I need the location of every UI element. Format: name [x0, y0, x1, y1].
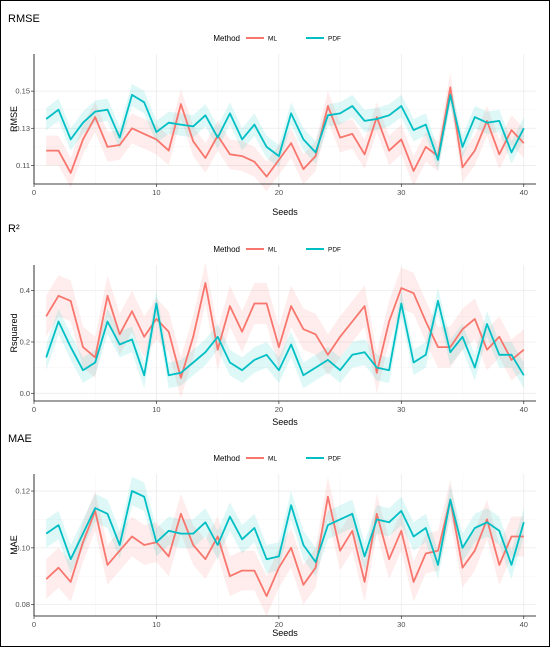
legend-label-pdf: PDF — [328, 456, 341, 463]
series-line-ml — [46, 86, 525, 178]
y-tick-label: 0.15 — [15, 87, 30, 96]
x-tick-label: 30 — [397, 188, 405, 197]
legend: Method ML PDF — [213, 245, 341, 254]
x-axis-title: Seeds — [272, 417, 298, 427]
y-tick-label: 0.12 — [15, 487, 30, 496]
x-tick-label: 10 — [152, 188, 160, 197]
x-tick-label: 20 — [275, 405, 283, 414]
x-axis-title: Seeds — [272, 628, 298, 638]
series-line-pdf — [45, 490, 525, 566]
ribbon-pdf — [46, 83, 524, 171]
y-axis-title: Rsquared — [9, 313, 19, 352]
gridlines — [33, 474, 536, 616]
series-line-ml — [45, 495, 524, 597]
x-tick-label: 0 — [32, 405, 36, 414]
y-tick-label: 0.08 — [15, 600, 30, 609]
x-tick-label: 40 — [520, 188, 528, 197]
x-tick-label: 10 — [152, 620, 160, 629]
legend: Method ML PDF — [213, 34, 341, 43]
y-axis-title: RMSE — [9, 106, 19, 132]
series-line-pdf — [45, 94, 525, 161]
legend-label-ml: ML — [268, 247, 277, 254]
y-tick-label: 0.0 — [20, 389, 30, 398]
x-tick-label: 20 — [275, 188, 283, 197]
x-tick-label: 20 — [275, 620, 283, 629]
x-axis-title: Seeds — [272, 207, 298, 217]
panel-title: R² — [8, 223, 20, 235]
chart-panel-2: MAE Method ML PDF 0 10 20 30 40 0.08 0.10 0.12 Seeds… — [8, 433, 536, 638]
x-tick-label: 30 — [397, 405, 405, 414]
panel-title: MAE — [8, 433, 32, 445]
y-tick-label: 0.2 — [20, 337, 30, 346]
legend: Method ML PDF — [213, 454, 341, 463]
y-tick-label: 0.10 — [15, 543, 30, 552]
x-tick-label: 0 — [32, 620, 36, 629]
series-line-ml — [45, 282, 525, 379]
ribbon-pdf — [46, 288, 524, 389]
series-line-pdf — [45, 299, 525, 377]
panel-title: RMSE — [8, 13, 40, 25]
chart-panel-1: R² Method ML PDF 0 10 20 30 40 0.0 0.2 0.4 Seeds Rsqu… — [8, 223, 536, 427]
x-tick-label: 40 — [520, 405, 528, 414]
ribbon-ml — [46, 476, 524, 616]
legend-label-pdf: PDF — [328, 36, 341, 43]
legend-label-pdf: PDF — [328, 247, 341, 254]
y-tick-label: 0.11 — [16, 161, 30, 170]
legend-label-ml: ML — [268, 36, 277, 43]
x-tick-label: 10 — [152, 405, 160, 414]
chart-panel-0: RMSE Method ML PDF 0 10 20 30 40 0.11 0.13 0.15 Seed… — [8, 13, 536, 217]
x-tick-label: 0 — [32, 188, 36, 197]
x-tick-label: 30 — [397, 620, 405, 629]
ribbon-ml — [46, 262, 524, 399]
x-tick-label: 40 — [520, 620, 528, 629]
y-tick-label: 0.4 — [20, 286, 30, 295]
ribbon-ml — [46, 72, 524, 192]
y-axis-title: MAE — [9, 535, 19, 555]
legend-title: Method — [213, 34, 240, 43]
legend-title: Method — [213, 245, 240, 254]
y-tick-label: 0.13 — [15, 124, 30, 133]
legend-label-ml: ML — [268, 456, 277, 463]
legend-title: Method — [213, 454, 240, 463]
